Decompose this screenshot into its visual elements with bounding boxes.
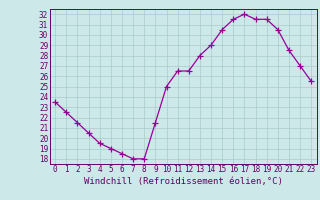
X-axis label: Windchill (Refroidissement éolien,°C): Windchill (Refroidissement éolien,°C) [84, 177, 283, 186]
